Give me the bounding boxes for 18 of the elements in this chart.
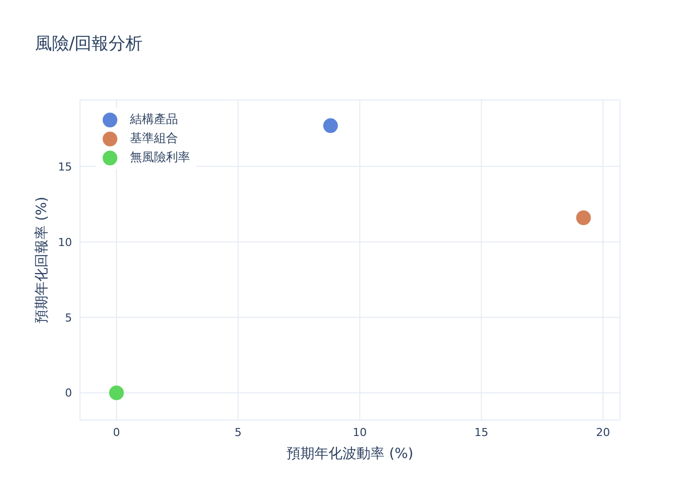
y-tick-label: 15 <box>58 160 72 174</box>
x-axis-title: 預期年化波動率 (%) <box>286 445 414 463</box>
x-tick-label: 20 <box>596 426 610 439</box>
legend-label: 結構產品 <box>130 111 178 128</box>
y-tick-label: 5 <box>65 311 72 324</box>
y-axis-title: 預期年化回報率 (%) <box>33 196 51 324</box>
y-tick-label: 10 <box>58 236 72 249</box>
legend-label: 基準組合 <box>130 130 178 147</box>
legend-label: 無風險利率 <box>130 149 190 166</box>
x-tick-label: 15 <box>474 426 488 439</box>
chart-title: 風險/回報分析 <box>35 33 143 55</box>
point <box>109 385 124 400</box>
y-tick-label: 0 <box>65 386 72 400</box>
x-tick-label: 10 <box>352 426 367 439</box>
x-tick-label: 0 <box>112 426 120 439</box>
x-tick-label: 5 <box>234 426 242 439</box>
point <box>576 210 591 226</box>
point <box>323 118 338 133</box>
